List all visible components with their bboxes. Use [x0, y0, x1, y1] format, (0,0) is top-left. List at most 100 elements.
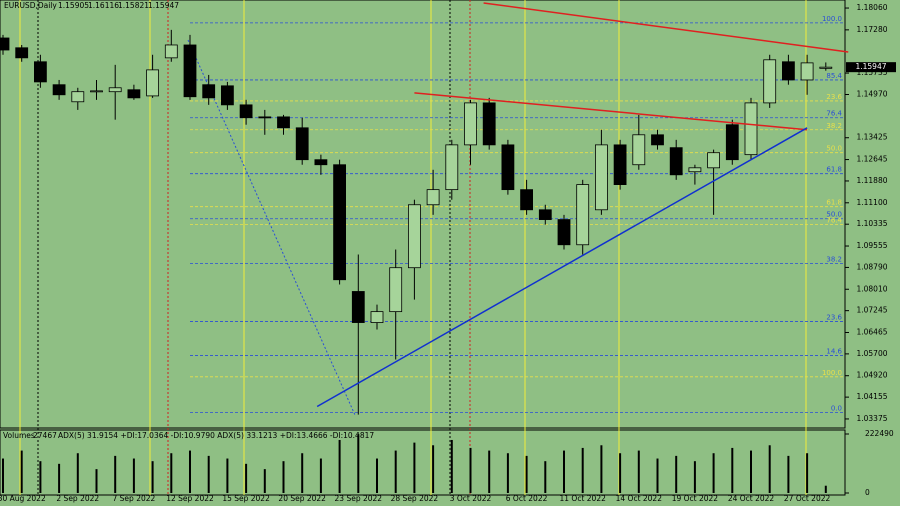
candle-body [613, 144, 627, 186]
candle-body [0, 37, 10, 51]
volume-tick-label: 0 [865, 488, 870, 497]
y-tick-label: 1.06465 [856, 327, 887, 336]
candle-body [725, 124, 739, 161]
candle-body [333, 164, 347, 281]
y-tick-label: 1.15735 [856, 68, 887, 77]
x-tick-label: 12 Sep 2022 [166, 494, 214, 503]
candle-body [389, 267, 403, 313]
y-tick-label: 1.12645 [856, 155, 887, 164]
x-tick-label: 20 Sep 2022 [278, 494, 326, 503]
candle-body [351, 291, 365, 323]
y-tick-label: 1.07245 [856, 306, 887, 315]
candle-body [71, 91, 85, 103]
fib-label: 14.6 [826, 348, 842, 356]
header-close: 1.15947 [148, 1, 179, 10]
volume-last: 27467 [33, 431, 57, 440]
y-tick-label: 1.11100 [856, 198, 887, 207]
candle-body [595, 144, 608, 211]
candle-body [557, 219, 571, 246]
candle-body [202, 84, 216, 99]
x-tick-label: 19 Oct 2022 [672, 494, 719, 503]
y-tick-label: 1.08010 [856, 284, 887, 293]
candle-body [90, 90, 103, 93]
fib-label: 76.4 [826, 217, 842, 225]
volume-label: Volumes [3, 431, 35, 440]
y-tick-label: 1.05700 [856, 349, 887, 358]
candle-body [164, 44, 178, 59]
candle-body [52, 84, 66, 96]
current-price: 1.15947 [855, 62, 886, 71]
trend-line [414, 92, 808, 131]
header-low: 1.15821 [118, 1, 149, 10]
x-tick-label: 2 Sep 2022 [56, 494, 99, 503]
x-tick-label: 6 Oct 2022 [506, 494, 548, 503]
y-tick-label: 1.10335 [856, 219, 887, 228]
fib-label: 38.2 [826, 256, 842, 264]
candle-body [146, 69, 160, 97]
candle-body [688, 167, 702, 173]
y-tick-label: 1.14970 [856, 90, 887, 99]
fib-label: 61.8 [826, 166, 842, 174]
candle-body [127, 89, 141, 99]
candle-body [277, 116, 290, 129]
fib-label: 76.4 [826, 110, 842, 118]
candle-body [763, 59, 777, 104]
candle-body [782, 61, 795, 81]
candle-body [314, 159, 328, 166]
fib-label: 23.6 [826, 93, 842, 101]
trend-line [483, 2, 849, 53]
main-panel [0, 0, 846, 429]
y-tick-label: 1.13425 [856, 133, 887, 142]
candle-body [258, 116, 272, 119]
candle-body [108, 87, 122, 93]
fib-label: 61.8 [826, 199, 842, 207]
candle-body [669, 147, 683, 176]
x-tick-label: 14 Oct 2022 [616, 494, 663, 503]
candle-body [15, 47, 29, 59]
candle-body [800, 62, 814, 81]
volume-panel [0, 429, 846, 496]
y-tick-label: 1.04155 [856, 392, 887, 401]
x-tick-label: 28 Sep 2022 [391, 494, 439, 503]
header-high: 1.16116 [88, 1, 119, 10]
y-tick-label: 1.03375 [856, 414, 887, 423]
candle-body [707, 152, 720, 169]
y-tick-label: 1.09555 [856, 241, 887, 250]
candle-body [464, 102, 477, 146]
y-tick-label: 1.17280 [856, 25, 887, 34]
indicator-text: ADX(5) 31.9154 +DI:17.0364 -DI:10.9790 A… [58, 431, 374, 440]
candle-body [34, 61, 47, 83]
candle-body [501, 144, 515, 191]
y-tick-label: 1.11880 [856, 176, 887, 185]
x-tick-label: 11 Oct 2022 [560, 494, 607, 503]
fib-label: 0.0 [831, 405, 842, 413]
candle-body [426, 189, 440, 206]
y-tick-label: 1.04920 [856, 371, 887, 380]
candle-body [651, 134, 664, 146]
x-tick-label: 27 Oct 2022 [784, 494, 831, 503]
candle-body [370, 311, 384, 323]
y-tick-label: 1.08790 [856, 262, 887, 271]
fib-label: 85.4 [826, 72, 842, 80]
candle-body [295, 127, 309, 161]
candle-body [407, 204, 421, 269]
volume-tick-label: 222490 [865, 429, 894, 438]
y-tick-label: 1.18060 [856, 3, 887, 12]
candle-body [183, 44, 197, 98]
candle-body [445, 144, 459, 191]
price-box [846, 62, 896, 73]
fib-label: 100.0 [822, 15, 842, 23]
trend-line [316, 127, 808, 408]
candle-body [819, 66, 833, 69]
candle-body [220, 85, 234, 106]
candle-body [744, 102, 758, 156]
candle-body [632, 134, 646, 166]
header-open: 1.15905 [58, 1, 89, 10]
x-tick-label: 7 Sep 2022 [113, 494, 156, 503]
fib-label: 100.0 [822, 369, 842, 377]
x-tick-label: 23 Sep 2022 [335, 494, 383, 503]
x-tick-label: 24 Oct 2022 [728, 494, 775, 503]
candle-body [538, 209, 552, 220]
